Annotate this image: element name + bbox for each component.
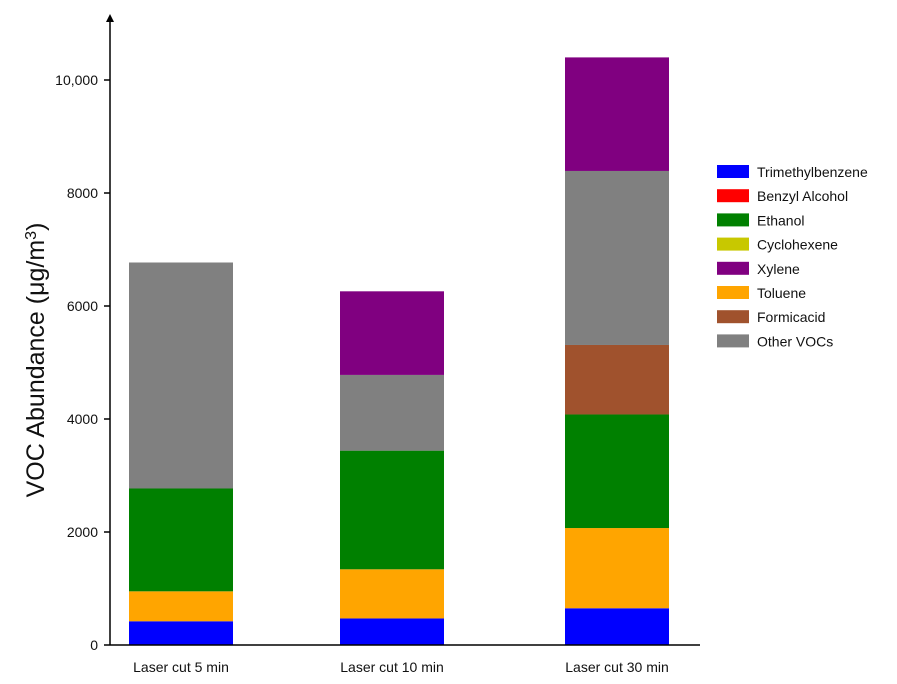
y-tick-label: 2000 [67,524,98,540]
legend-item-xylene: Xylene [717,261,800,277]
y-axis-arrow-icon [106,14,114,22]
bar-segment-other-vocs [340,374,444,451]
bar-segment-toluene [565,528,669,609]
bar-segment-xylene [565,57,669,171]
x-tick-label: Laser cut 10 min [340,659,444,675]
bar-segment-trimethylbenzene [565,608,669,645]
legend-label: Toluene [757,285,806,301]
legend-item-benzyl-alcohol: Benzyl Alcohol [717,188,848,204]
y-axis-title-superscript: 3 [23,231,40,240]
legend-item-toluene: Toluene [717,285,806,301]
y-tick-label: 0 [90,637,98,653]
legend-item-trimethylbenzene: Trimethylbenzene [717,164,868,180]
y-tick-label: 10,000 [55,72,98,88]
legend-swatch [717,310,749,324]
legend-label: Cyclohexene [757,237,838,253]
bar-stack-laser-cut-10-min [340,291,444,645]
bar-segment-trimethylbenzene [340,618,444,645]
legend-item-cyclohexene: Cyclohexene [717,237,838,253]
legend-swatch [717,165,749,178]
legend-swatch [717,237,749,251]
bar-segment-toluene [129,591,233,622]
legend-swatch [717,213,749,227]
x-axis-labels: Laser cut 5 min Laser cut 10 min Laser cut… [133,659,669,675]
legend-swatch [717,261,749,275]
y-tick-label: 4000 [67,411,98,427]
legend-swatch [717,334,749,348]
bar-stack-laser-cut-30-min [565,57,669,645]
bar-segment-formicacid [565,344,669,415]
bar-segment-ethanol [565,414,669,529]
bar-segment-ethanol [129,488,233,592]
y-tick-label: 6000 [67,298,98,314]
legend-item-ethanol: Ethanol [717,212,804,228]
legend-item-other-vocs: Other VOCs [717,333,833,349]
legend: Trimethylbenzene Benzyl Alcohol Ethanol Cyc… [717,164,868,349]
y-tick-label: 8000 [67,185,98,201]
legend-label: Other VOCs [757,333,833,349]
bar-stack-laser-cut-5-min [129,262,233,645]
legend-swatch [717,189,749,203]
legend-swatch [717,286,749,299]
bar-segment-other-vocs [129,262,233,489]
y-axis-title: VOC Abundance (μg/m3) [22,223,50,498]
legend-item-formicacid: Formicacid [717,309,825,325]
bar-stacks [129,57,669,645]
x-tick-label: Laser cut 30 min [565,659,669,675]
bar-segment-other-vocs [565,170,669,345]
bar-segment-trimethylbenzene [129,621,233,645]
bar-segment-xylene [340,291,444,375]
y-axis-ticks: 0 2000 4000 6000 8000 10,000 [55,72,110,653]
bar-segment-toluene [340,569,444,619]
legend-label: Ethanol [757,212,804,228]
legend-label: Xylene [757,261,800,277]
x-tick-label: Laser cut 5 min [133,659,229,675]
bar-segment-ethanol [340,450,444,570]
legend-label: Formicacid [757,309,825,325]
legend-label: Trimethylbenzene [757,164,868,180]
legend-label: Benzyl Alcohol [757,188,848,204]
